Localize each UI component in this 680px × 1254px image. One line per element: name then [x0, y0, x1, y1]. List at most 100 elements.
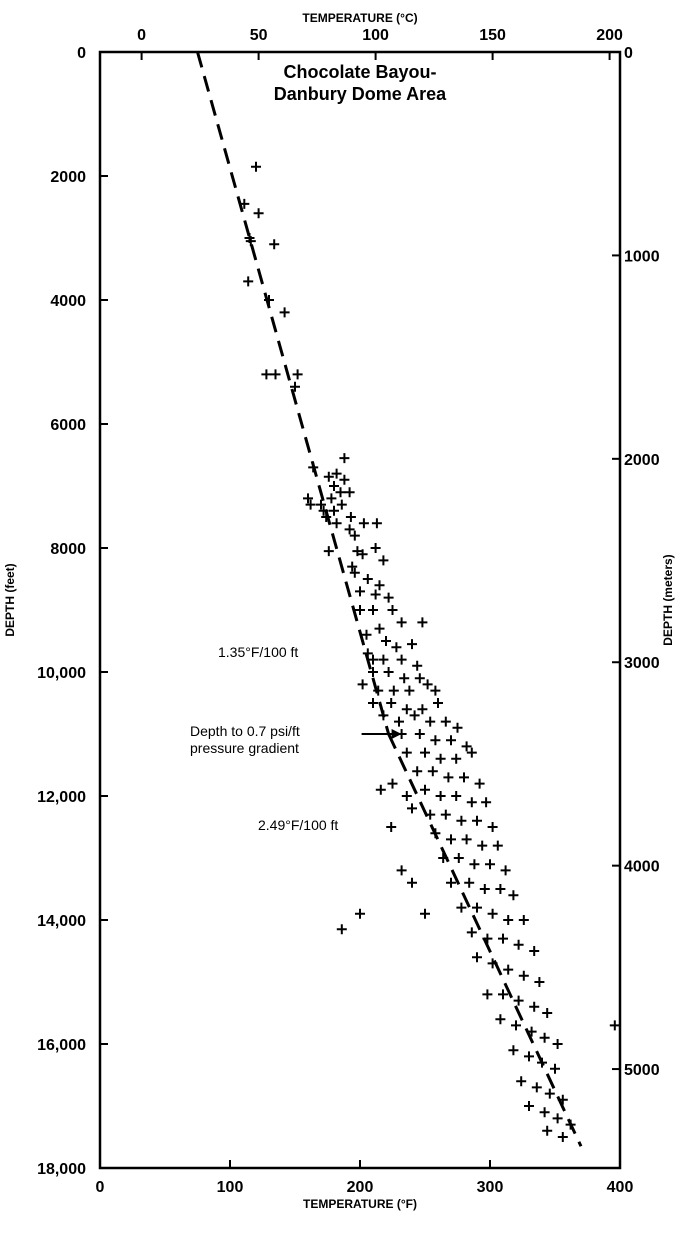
y2-tick-label: 5000: [624, 1062, 660, 1079]
data-point: [557, 1132, 568, 1142]
data-point: [438, 853, 449, 863]
data-point: [316, 499, 326, 510]
data-point: [358, 518, 369, 529]
data-point: [383, 667, 394, 677]
data-point: [503, 915, 514, 925]
data-point: [482, 933, 493, 944]
data-point: [482, 989, 493, 1000]
data-point: [552, 1039, 563, 1049]
y-tick-label: 12,000: [37, 789, 86, 806]
data-point: [368, 667, 378, 677]
data-point: [459, 772, 469, 783]
data-point: [391, 642, 402, 653]
data-point: [474, 778, 485, 789]
data-point: [427, 766, 438, 777]
data-point: [472, 952, 482, 963]
data-point: [347, 561, 358, 572]
data-point: [529, 946, 540, 956]
data-point: [407, 803, 417, 814]
data-point: [407, 877, 417, 888]
data-point: [440, 809, 451, 820]
data-point: [550, 1063, 560, 1074]
data-point: [243, 276, 254, 287]
pressure-annotation-line-1: Depth to 0.7 psi/ft: [190, 723, 300, 739]
data-point: [456, 902, 467, 913]
x2-tick-label: 100: [362, 27, 389, 44]
data-point: [466, 747, 477, 758]
data-point: [425, 716, 436, 727]
data-point: [472, 902, 482, 913]
data-point: [318, 505, 329, 516]
x-axis-title-bottom: TEMPERATURE (°F): [303, 1197, 417, 1211]
data-point: [609, 1020, 620, 1031]
y-tick-label: 14,000: [37, 913, 86, 930]
data-point: [355, 605, 365, 615]
data-point: [344, 487, 355, 498]
data-point: [290, 381, 300, 392]
data-point: [323, 546, 334, 557]
data-point: [345, 512, 356, 522]
y-tick-label: 10,000: [37, 665, 86, 682]
data-point: [469, 859, 480, 870]
data-point: [503, 964, 514, 975]
data-point: [270, 369, 281, 380]
data-point: [542, 1125, 553, 1136]
x-tick-label: 100: [217, 1179, 244, 1196]
trend-line-layer: [196, 51, 583, 1147]
chart-title-line-2: Danbury Dome Area: [274, 84, 447, 104]
data-point: [409, 710, 420, 721]
data-point: [466, 797, 477, 808]
data-point: [387, 778, 398, 789]
data-point: [508, 1045, 519, 1056]
data-point: [498, 989, 508, 1000]
data-point: [269, 239, 280, 250]
data-point: [414, 729, 425, 739]
x-tick-label: 200: [347, 1179, 374, 1196]
data-point: [537, 1057, 547, 1068]
data-point: [349, 567, 360, 578]
data-point: [401, 791, 412, 801]
data-point: [487, 958, 498, 969]
data-point: [435, 753, 446, 764]
data-point: [472, 815, 482, 826]
data-point: [362, 648, 373, 659]
y2-tick-label: 2000: [624, 452, 660, 469]
data-point: [396, 617, 407, 628]
data-point: [394, 716, 404, 727]
data-point: [539, 1032, 550, 1043]
data-point: [477, 840, 488, 851]
data-point: [264, 295, 274, 305]
data-point: [511, 1020, 521, 1031]
data-point: [518, 970, 529, 981]
y-axis-title-left: DEPTH (feet): [3, 563, 17, 636]
data-point: [420, 784, 430, 795]
data-point: [565, 1119, 576, 1130]
y-axis-title-right: DEPTH (meters): [661, 554, 675, 645]
data-point: [430, 735, 441, 746]
data-point: [516, 1076, 527, 1087]
data-point: [492, 840, 503, 851]
data-point: [513, 939, 524, 950]
data-point: [544, 1088, 555, 1099]
data-point: [412, 766, 423, 777]
data-point: [430, 828, 441, 839]
data-point: [529, 1001, 540, 1012]
data-point: [557, 1094, 568, 1105]
data-point: [487, 908, 498, 919]
x2-tick-label: 50: [250, 27, 268, 44]
y-tick-label: 16,000: [37, 1037, 86, 1054]
frame-layer: [98, 50, 622, 1170]
data-point: [464, 877, 475, 888]
data-point: [339, 453, 350, 464]
data-point: [371, 518, 382, 529]
data-point: [446, 735, 456, 746]
data-point: [495, 1014, 506, 1025]
data-point: [396, 654, 407, 665]
x-tick-label: 0: [96, 1179, 105, 1196]
data-point: [425, 809, 436, 820]
data-point: [368, 605, 378, 615]
data-point: [412, 660, 423, 671]
data-point: [498, 933, 508, 944]
data-point: [331, 468, 342, 479]
data-point: [414, 673, 425, 684]
